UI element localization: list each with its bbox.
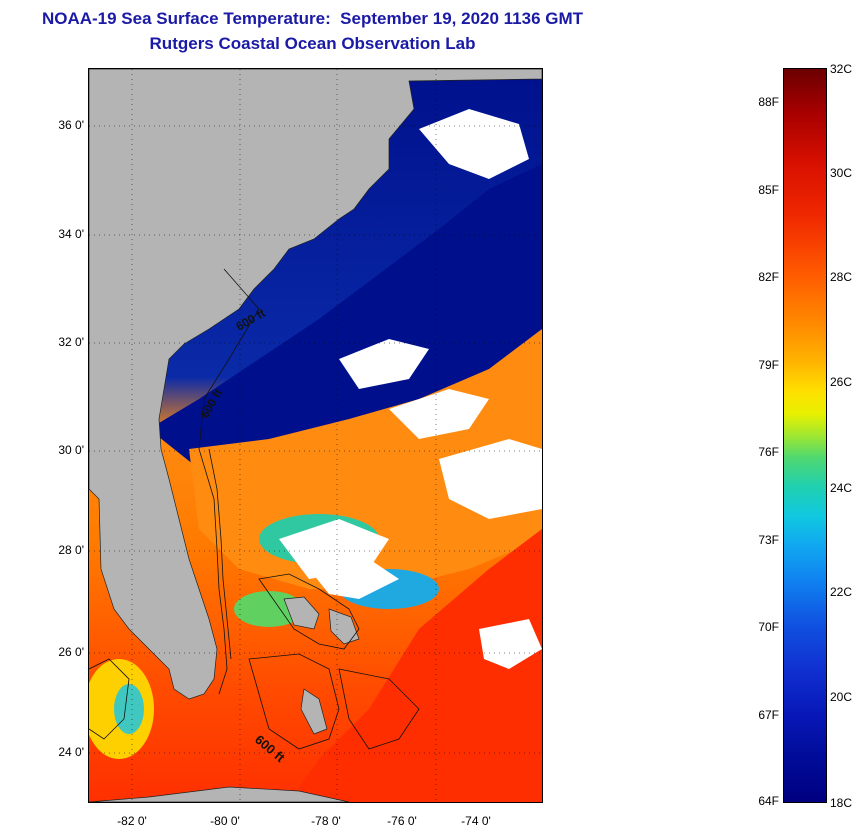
cloud-patch	[439, 439, 542, 519]
colorbar-fahrenheit-label: 76F	[758, 445, 779, 459]
colorbar-fahrenheit-label: 64F	[758, 794, 779, 808]
colorbar-fahrenheit-label: 82F	[758, 270, 779, 284]
temperature-colorbar	[783, 68, 827, 803]
cloud-patch	[309, 559, 399, 599]
mixed-water-patch	[114, 684, 144, 734]
lon-label: -82 0'	[117, 814, 147, 828]
land-us-southeast	[89, 69, 542, 700]
colorbar-fahrenheit-label: 85F	[758, 183, 779, 197]
lat-label: 28 0'	[58, 543, 84, 557]
map-subtitle: Rutgers Coastal Ocean Observation Lab	[149, 34, 476, 53]
land-bahamas	[328, 608, 360, 645]
colorbar-fahrenheit-label: 70F	[758, 620, 779, 634]
lon-label: -80 0'	[210, 814, 240, 828]
cloud-patch	[339, 339, 429, 389]
lat-label: 24 0'	[58, 745, 84, 759]
land-bahamas	[283, 596, 320, 630]
lat-label: 32 0'	[58, 335, 84, 349]
lat-label: 30 0'	[58, 443, 84, 457]
hot-water-region	[289, 529, 542, 802]
colorbar-celsius-label: 32C	[830, 62, 853, 76]
lat-label: 34 0'	[58, 227, 84, 241]
lon-label: -74 0'	[461, 814, 491, 828]
colorbar-fahrenheit-label: 67F	[758, 708, 779, 722]
graticule	[89, 69, 542, 802]
cloud-patch	[419, 109, 529, 179]
colorbar-celsius-label: 30C	[830, 166, 853, 180]
colorbar-fahrenheit-label: 79F	[758, 358, 779, 372]
colorbar-celsius-label: 24C	[830, 481, 853, 495]
land-bahamas	[300, 688, 328, 735]
colorbar-fahrenheit-label: 73F	[758, 533, 779, 547]
colorbar-celsius-label: 22C	[830, 585, 853, 599]
colorbar-celsius-label: 18C	[830, 796, 853, 810]
sst-map[interactable]: 600 ft 600 ft 600 ft	[88, 68, 543, 803]
lat-label: 26 0'	[58, 645, 84, 659]
cloud-patch	[389, 389, 489, 439]
lat-label: 36 0'	[58, 118, 84, 132]
colorbar-celsius-label: 28C	[830, 270, 853, 284]
colorbar-celsius-label: 26C	[830, 375, 853, 389]
colorbar-fahrenheit-label: 88F	[758, 95, 779, 109]
map-title: NOAA-19 Sea Surface Temperature: Septemb…	[41, 9, 584, 28]
cloud-patch	[479, 619, 542, 669]
lon-label: -78 0'	[311, 814, 341, 828]
colorbar-celsius-label: 20C	[830, 690, 853, 704]
lon-label: -76 0'	[387, 814, 417, 828]
land-cuba	[89, 786, 350, 802]
depth-contours	[89, 268, 420, 750]
